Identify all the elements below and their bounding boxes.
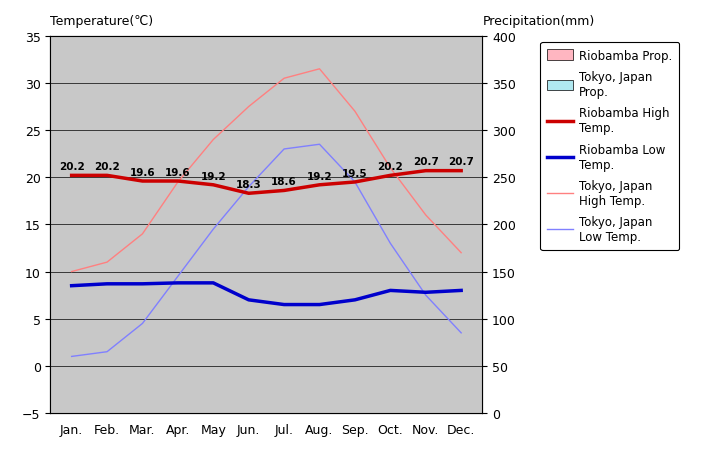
- Bar: [284, 399, 297, 413]
- Bar: [248, 385, 262, 413]
- Bar: [58, 364, 72, 413]
- Bar: [72, 380, 85, 413]
- Text: 19.6: 19.6: [165, 168, 191, 177]
- Bar: [94, 360, 107, 413]
- Bar: [306, 255, 320, 413]
- Text: Precipitation(mm): Precipitation(mm): [482, 15, 595, 28]
- Legend: Riobamba Prop., Tokyo, Japan
Prop., Riobamba High
Temp., Riobamba Low
Temp., Tok: Riobamba Prop., Tokyo, Japan Prop., Riob…: [540, 43, 680, 251]
- Bar: [271, 268, 284, 413]
- Bar: [200, 283, 213, 413]
- Text: 20.7: 20.7: [413, 157, 438, 167]
- Bar: [178, 357, 192, 413]
- Text: 18.3: 18.3: [236, 179, 261, 190]
- Text: 19.6: 19.6: [130, 168, 156, 177]
- Text: Temperature(℃): Temperature(℃): [50, 15, 153, 28]
- Text: 20.2: 20.2: [59, 162, 84, 172]
- Text: 19.2: 19.2: [200, 171, 226, 181]
- Text: 19.2: 19.2: [307, 171, 333, 181]
- Bar: [235, 255, 248, 413]
- Bar: [355, 380, 369, 413]
- Bar: [448, 365, 461, 413]
- Bar: [461, 380, 474, 413]
- Text: 20.7: 20.7: [449, 157, 474, 167]
- Bar: [413, 325, 426, 413]
- Text: 19.5: 19.5: [342, 168, 368, 179]
- Bar: [377, 228, 390, 413]
- Bar: [426, 385, 439, 413]
- Bar: [390, 361, 404, 413]
- Bar: [107, 385, 120, 413]
- Bar: [129, 303, 143, 413]
- Text: 20.2: 20.2: [94, 162, 120, 172]
- Bar: [341, 193, 355, 413]
- Text: 18.6: 18.6: [271, 177, 297, 187]
- Bar: [320, 399, 333, 413]
- Bar: [143, 361, 156, 413]
- Bar: [213, 361, 227, 413]
- Bar: [164, 296, 178, 413]
- Text: 20.2: 20.2: [377, 162, 403, 172]
